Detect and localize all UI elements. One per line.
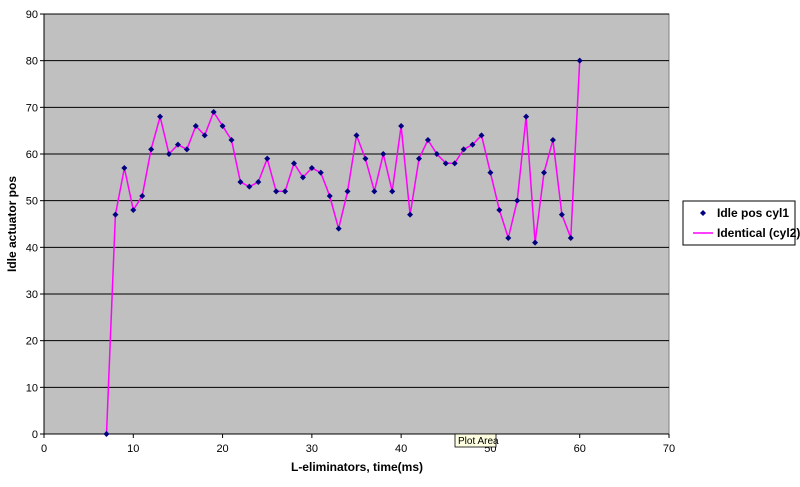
data-point-marker — [192, 123, 199, 129]
data-point-marker — [317, 169, 324, 176]
data-point-marker — [442, 160, 449, 167]
y-axis-title: Idle actuator pos — [5, 176, 19, 272]
data-point-marker — [148, 146, 155, 153]
data-point-marker — [228, 137, 235, 143]
data-point-marker — [380, 151, 387, 157]
y-tick-label: 40 — [26, 242, 38, 254]
data-point-marker — [558, 211, 565, 218]
data-point-marker — [549, 137, 556, 143]
y-tick-label: 90 — [26, 9, 38, 21]
x-tick-label: 0 — [41, 443, 47, 455]
legend[interactable]: Idle pos cyl1 Identical (cyl2) — [682, 200, 800, 246]
data-point-marker — [183, 146, 190, 153]
data-point-marker — [157, 113, 164, 120]
data-point-marker — [505, 235, 512, 241]
plot-area[interactable] — [43, 13, 670, 435]
data-point-marker — [264, 155, 271, 162]
data-point-marker — [478, 132, 485, 139]
data-point-marker — [121, 165, 128, 171]
y-tick-labels: 0 10 20 30 40 50 60 70 80 90 — [26, 9, 38, 441]
data-point-marker — [308, 165, 315, 171]
data-point-marker — [451, 160, 458, 167]
x-tick-label: 70 — [663, 443, 675, 455]
data-point-marker — [282, 188, 289, 195]
data-point-marker — [299, 174, 306, 181]
x-tick-labels: 0 10 20 30 40 50 60 70 — [41, 443, 675, 455]
x-tick-label: 30 — [306, 443, 318, 455]
grid-lines — [44, 13, 669, 388]
data-point-marker — [139, 193, 146, 199]
data-point-marker — [335, 225, 342, 232]
data-point-marker — [130, 207, 137, 213]
tooltip-label: Plot Area — [458, 436, 499, 447]
x-tick-label: 20 — [216, 443, 228, 455]
data-point-marker — [246, 183, 253, 190]
data-point-marker — [460, 146, 467, 153]
y-tick-label: 10 — [26, 382, 38, 394]
data-point-marker — [487, 169, 494, 176]
data-point-marker — [362, 155, 369, 162]
y-tick-label: 70 — [26, 102, 38, 114]
y-tick-label: 50 — [26, 196, 38, 208]
plot-area-tooltip: Plot Area — [454, 433, 499, 448]
legend-box — [682, 200, 796, 246]
data-point-marker — [389, 188, 396, 195]
data-point-marker — [291, 160, 297, 167]
data-point-marker — [273, 188, 280, 195]
data-point-marker — [174, 141, 181, 148]
x-tick-label: 10 — [127, 443, 139, 455]
x-axis-title: L-eliminators, time(ms) — [291, 460, 423, 474]
y-tick-label: 60 — [26, 149, 38, 161]
data-point-marker — [326, 193, 333, 199]
y-tick-label: 20 — [26, 336, 38, 348]
y-tick-label: 80 — [26, 56, 38, 68]
data-point-marker — [166, 151, 172, 157]
data-point-marker — [541, 169, 547, 176]
data-point-marker — [567, 235, 574, 241]
legend-marker-icon — [700, 210, 706, 216]
axes — [40, 13, 670, 438]
legend-label-series-2: Identical (cyl2) — [717, 226, 800, 240]
data-point-marker — [112, 211, 119, 218]
data-point-marker — [219, 123, 226, 129]
data-point-marker — [469, 141, 476, 148]
data-point-marker — [210, 109, 217, 115]
data-point-marker — [407, 211, 414, 218]
x-tick-label: 40 — [395, 443, 407, 455]
data-point-marker — [523, 113, 530, 120]
data-point-marker — [371, 188, 378, 195]
series-markers-group — [103, 57, 583, 437]
tooltip-box — [454, 433, 497, 448]
data-point-marker — [416, 155, 422, 162]
data-point-marker — [237, 179, 244, 185]
y-tick-label: 30 — [26, 289, 38, 301]
y-tick-label: 0 — [32, 429, 38, 441]
data-point-marker — [344, 188, 351, 195]
x-tick-label: 60 — [574, 443, 586, 455]
data-point-marker — [255, 179, 262, 185]
data-point-marker — [532, 239, 539, 246]
legend-label-series-1: Idle pos cyl1 — [717, 206, 789, 220]
data-point-marker — [353, 132, 360, 139]
data-point-marker — [201, 132, 208, 139]
data-point-marker — [433, 151, 440, 157]
data-point-marker — [496, 207, 503, 213]
data-point-marker — [514, 197, 521, 204]
data-point-marker — [424, 137, 431, 143]
data-point-marker — [103, 431, 110, 437]
data-point-marker — [576, 57, 583, 64]
data-point-marker — [398, 123, 405, 129]
